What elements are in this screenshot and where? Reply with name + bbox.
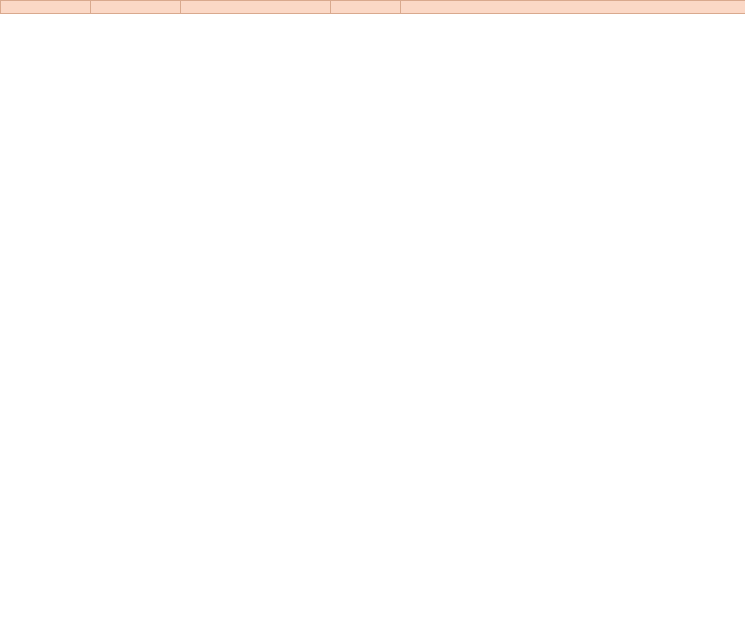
col-header-sheet [181,1,331,14]
col-header-model [401,1,745,14]
grating-spec-table [0,0,745,14]
table-header-row [1,1,745,14]
col-header-grid [91,1,181,14]
col-header-load [331,1,401,14]
col-header-thickness [1,1,91,14]
